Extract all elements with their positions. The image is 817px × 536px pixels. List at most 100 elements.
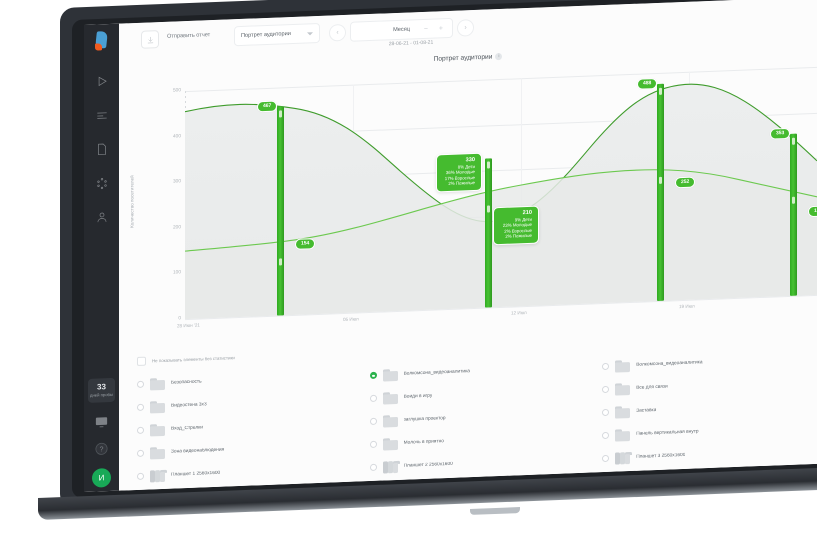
list-item-label: Все для связи xyxy=(636,384,668,391)
list-item-label: Планшет 1 2560х1600 xyxy=(171,470,221,478)
list-item-radio[interactable] xyxy=(137,472,144,480)
list-item-radio[interactable] xyxy=(369,394,377,403)
folder-icon xyxy=(615,405,631,419)
tooltip-row: 2% Пожилые xyxy=(448,180,475,187)
series-line-unique xyxy=(185,169,817,252)
legend-column: Волкомсона_видеоаналитика Все для связи … xyxy=(584,347,817,471)
y-tick: 0 xyxy=(178,316,181,322)
folder-icon xyxy=(382,368,398,382)
list-item-label: Зона видеонаблюдения xyxy=(171,447,225,455)
list-item-label: Войди в игру xyxy=(403,393,433,400)
period-increase-button[interactable]: + xyxy=(438,24,443,32)
x-tick: 19 Июл xyxy=(679,303,695,310)
sidebar-item-lists[interactable] xyxy=(94,107,109,123)
y-tick: 200 xyxy=(172,225,181,231)
chart-point-badge[interactable]: 252 xyxy=(675,176,696,189)
list-item-radio[interactable] xyxy=(602,385,610,394)
folder-icon xyxy=(615,382,631,396)
send-report-button[interactable]: Отправить отчет xyxy=(167,32,211,40)
period-label: Месяц xyxy=(393,26,410,34)
list-item-radio[interactable] xyxy=(602,454,610,463)
period-decrease-button[interactable]: − xyxy=(423,25,428,33)
folder-icon xyxy=(150,446,165,460)
list-item-radio[interactable] xyxy=(369,440,377,449)
svg-text:?: ? xyxy=(99,446,103,453)
folder-icon xyxy=(150,469,167,483)
list-item-radio[interactable] xyxy=(602,362,610,371)
list-item-radio[interactable] xyxy=(369,463,377,472)
folder-icon xyxy=(615,451,633,465)
period-select[interactable]: Месяц − + xyxy=(350,17,453,42)
sidebar-nav: 33 дней пробы ? И xyxy=(84,23,119,493)
list-item-radio[interactable] xyxy=(137,403,144,411)
y-axis-label: Количество посетителей xyxy=(129,175,135,229)
y-tick: 100 xyxy=(172,270,181,276)
sidebar-item-analytics[interactable] xyxy=(94,175,109,191)
prev-period-button[interactable]: ‹ xyxy=(329,23,346,42)
trial-badge[interactable]: 33 дней пробы xyxy=(88,377,115,403)
legend-column: Волкомсона_видеоаналитика Войди в игру з… xyxy=(352,356,585,480)
chart-bar[interactable] xyxy=(657,83,664,301)
folder-icon xyxy=(382,391,398,405)
sidebar-item-profile[interactable] xyxy=(94,209,109,225)
monitor-icon[interactable] xyxy=(94,414,110,431)
hide-empty-checkbox[interactable] xyxy=(137,356,146,366)
app-viewport: 33 дней пробы ? И Отправить отчет xyxy=(84,0,817,493)
list-item-radio[interactable] xyxy=(602,431,610,440)
x-tick: 05 Июл xyxy=(343,316,359,323)
sidebar-item-documents[interactable] xyxy=(94,141,109,157)
list-item-label: Молочь в приятно xyxy=(403,439,444,446)
list-item-radio[interactable] xyxy=(137,380,144,388)
chart-point-badge[interactable]: 488 xyxy=(637,77,658,90)
download-icon[interactable] xyxy=(141,30,159,49)
trial-label: дней пробы xyxy=(90,391,113,398)
list-item-radio[interactable] xyxy=(369,371,377,380)
report-type-value: Портрет аудитории xyxy=(241,31,291,39)
folder-icon xyxy=(615,359,631,373)
legend-panel: Не показывать элементы без статистики Бе… xyxy=(119,326,817,491)
chart-point-badge[interactable]: 154 xyxy=(295,238,316,250)
list-item-label: Планшет 2 2560х1600 xyxy=(403,461,453,469)
hide-empty-label: Не показывать элементы без статистики xyxy=(152,355,235,364)
laptop-foot xyxy=(470,507,520,515)
chart-title-text: Портрет аудитории xyxy=(433,53,493,63)
list-item-radio[interactable] xyxy=(137,426,144,434)
main-content: Отправить отчет Портрет аудитории ‹ Меся… xyxy=(119,0,817,491)
folder-icon xyxy=(150,400,165,414)
list-item-radio[interactable] xyxy=(369,417,377,426)
legend-columns: Безопасность Видеостена 3х3 Вход_Стрелки… xyxy=(119,347,817,489)
chart-point-badge[interactable]: 353 xyxy=(770,127,791,140)
info-icon[interactable]: i xyxy=(495,52,503,61)
list-item-label: Безопасность xyxy=(171,379,202,386)
chart-point-badge[interactable]: 467 xyxy=(257,100,278,113)
chart-bar[interactable] xyxy=(485,158,492,308)
report-type-select[interactable]: Портрет аудитории xyxy=(234,22,320,47)
app-logo[interactable] xyxy=(92,31,112,54)
list-item-radio[interactable] xyxy=(137,449,144,457)
chart-plot-area: 500 400 300 200 100 0 28 Июн '21 05 Июл … xyxy=(173,66,817,328)
next-period-button[interactable]: › xyxy=(457,18,474,37)
chart-bar[interactable] xyxy=(277,106,284,316)
folder-icon xyxy=(382,437,398,451)
folder-icon xyxy=(615,428,631,442)
toolbar: Отправить отчет Портрет аудитории ‹ Меся… xyxy=(119,0,817,70)
list-item-label: Волкомсона_видеоаналитика xyxy=(636,360,703,368)
x-tick: 28 Июн '21 xyxy=(177,322,200,329)
folder-icon xyxy=(382,460,400,474)
chart-tooltip[interactable]: 210 9% Дети 23% Молодые 2% Взрослые 2% П… xyxy=(493,205,539,245)
avatar[interactable]: И xyxy=(92,467,111,488)
list-item-label: заглушка проектор xyxy=(403,416,446,423)
chart-tooltip[interactable]: 330 8% Дети 36% Молодые 17% Взрослые 2% … xyxy=(436,152,482,193)
chart-bar[interactable] xyxy=(790,133,797,296)
list-item-radio[interactable] xyxy=(602,408,610,417)
list-item-label: Волкомсона_видеоаналитика xyxy=(403,369,470,377)
sidebar-item-playback[interactable] xyxy=(94,73,109,89)
hide-empty-checkbox-row[interactable]: Не показывать элементы без статистики xyxy=(137,353,235,366)
y-tick: 500 xyxy=(172,88,181,94)
chevron-down-icon xyxy=(307,31,313,35)
help-icon[interactable]: ? xyxy=(94,441,110,458)
tooltip-row: 2% Пожилые xyxy=(505,233,532,240)
legend-column: Безопасность Видеостена 3х3 Вход_Стрелки… xyxy=(119,365,352,489)
chart-point-badge[interactable]: 179 xyxy=(808,205,817,218)
